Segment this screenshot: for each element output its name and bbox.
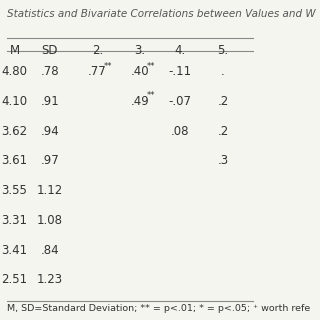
Text: .08: .08	[171, 125, 189, 138]
Text: .: .	[221, 65, 225, 78]
Text: 2.51: 2.51	[2, 274, 28, 286]
Text: 1.08: 1.08	[37, 214, 63, 227]
Text: .2: .2	[217, 95, 228, 108]
Text: 3.61: 3.61	[2, 155, 28, 167]
Text: .78: .78	[40, 65, 59, 78]
Text: **: **	[104, 61, 112, 71]
Text: .49: .49	[131, 95, 149, 108]
Text: 4.80: 4.80	[2, 65, 28, 78]
Text: .77: .77	[88, 65, 107, 78]
Text: 3.55: 3.55	[2, 184, 28, 197]
Text: M, SD=Standard Deviation; ** = p<.01; * = p<.05; ⁺ worth refe: M, SD=Standard Deviation; ** = p<.01; * …	[7, 304, 310, 313]
Text: **: **	[146, 61, 155, 71]
Text: 3.41: 3.41	[2, 244, 28, 257]
Text: 3.31: 3.31	[2, 214, 28, 227]
Text: 5.: 5.	[217, 44, 228, 57]
Text: .40: .40	[131, 65, 149, 78]
Text: .84: .84	[40, 244, 59, 257]
Text: 1.12: 1.12	[36, 184, 63, 197]
Text: .91: .91	[40, 95, 59, 108]
Text: **: **	[146, 91, 155, 100]
Text: .2: .2	[217, 125, 228, 138]
Text: 4.: 4.	[175, 44, 186, 57]
Text: -.07: -.07	[169, 95, 192, 108]
Text: M: M	[10, 44, 20, 57]
Text: Statistics and Bivariate Correlations between Values and W: Statistics and Bivariate Correlations be…	[7, 9, 316, 19]
Text: SD: SD	[42, 44, 58, 57]
Text: -.11: -.11	[169, 65, 192, 78]
Text: .94: .94	[40, 125, 59, 138]
Text: .97: .97	[40, 155, 59, 167]
Text: 2.: 2.	[92, 44, 103, 57]
Text: .3: .3	[217, 155, 228, 167]
Text: 3.: 3.	[134, 44, 146, 57]
Text: 4.10: 4.10	[2, 95, 28, 108]
Text: 1.23: 1.23	[37, 274, 63, 286]
Text: 3.62: 3.62	[2, 125, 28, 138]
